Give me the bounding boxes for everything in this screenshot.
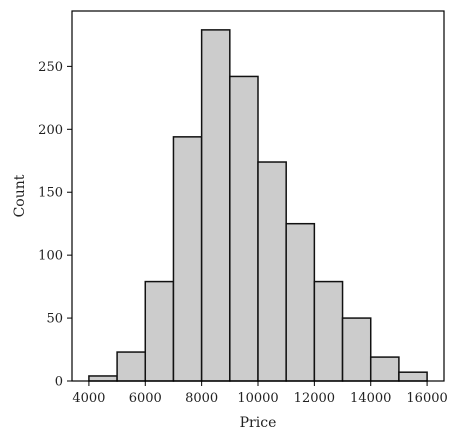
- y-tick-label: 200: [38, 123, 63, 138]
- x-tick-label: 12000: [294, 391, 335, 406]
- x-tick-label: 16000: [406, 391, 447, 406]
- histogram-bar: [229, 75, 259, 382]
- plot-frame: [71, 10, 445, 382]
- histogram-bar: [200, 29, 231, 382]
- y-axis-label: Count: [12, 174, 28, 217]
- histogram-bar: [285, 222, 316, 382]
- histogram-bar: [172, 136, 203, 382]
- histogram-bar: [313, 280, 344, 382]
- histogram-bar: [398, 371, 428, 382]
- histogram-bar: [341, 317, 372, 382]
- x-tick-label: 6000: [129, 391, 162, 406]
- histogram-bar: [144, 280, 175, 382]
- y-tick-label: 250: [38, 60, 63, 75]
- y-tick-label: 150: [38, 186, 63, 201]
- x-tick-label: 14000: [350, 391, 391, 406]
- histogram-bar: [257, 161, 287, 382]
- y-tick-label: 100: [38, 249, 63, 264]
- x-axis: 4000 6000 8000 10000 12000 14000 16000: [72, 381, 448, 406]
- y-tick-label: 50: [46, 312, 63, 327]
- y-tick-label: 0: [55, 375, 63, 390]
- bars-group: [88, 29, 428, 382]
- histogram-bar: [88, 375, 118, 382]
- x-tick-label: 10000: [237, 391, 278, 406]
- histogram-bar: [116, 351, 147, 382]
- x-tick-label: 4000: [72, 391, 105, 406]
- x-axis-label: Price: [240, 415, 277, 431]
- histogram-bar: [369, 356, 400, 382]
- x-tick-label: 8000: [185, 391, 218, 406]
- y-axis: 0 50 100 150 200 250: [38, 60, 72, 390]
